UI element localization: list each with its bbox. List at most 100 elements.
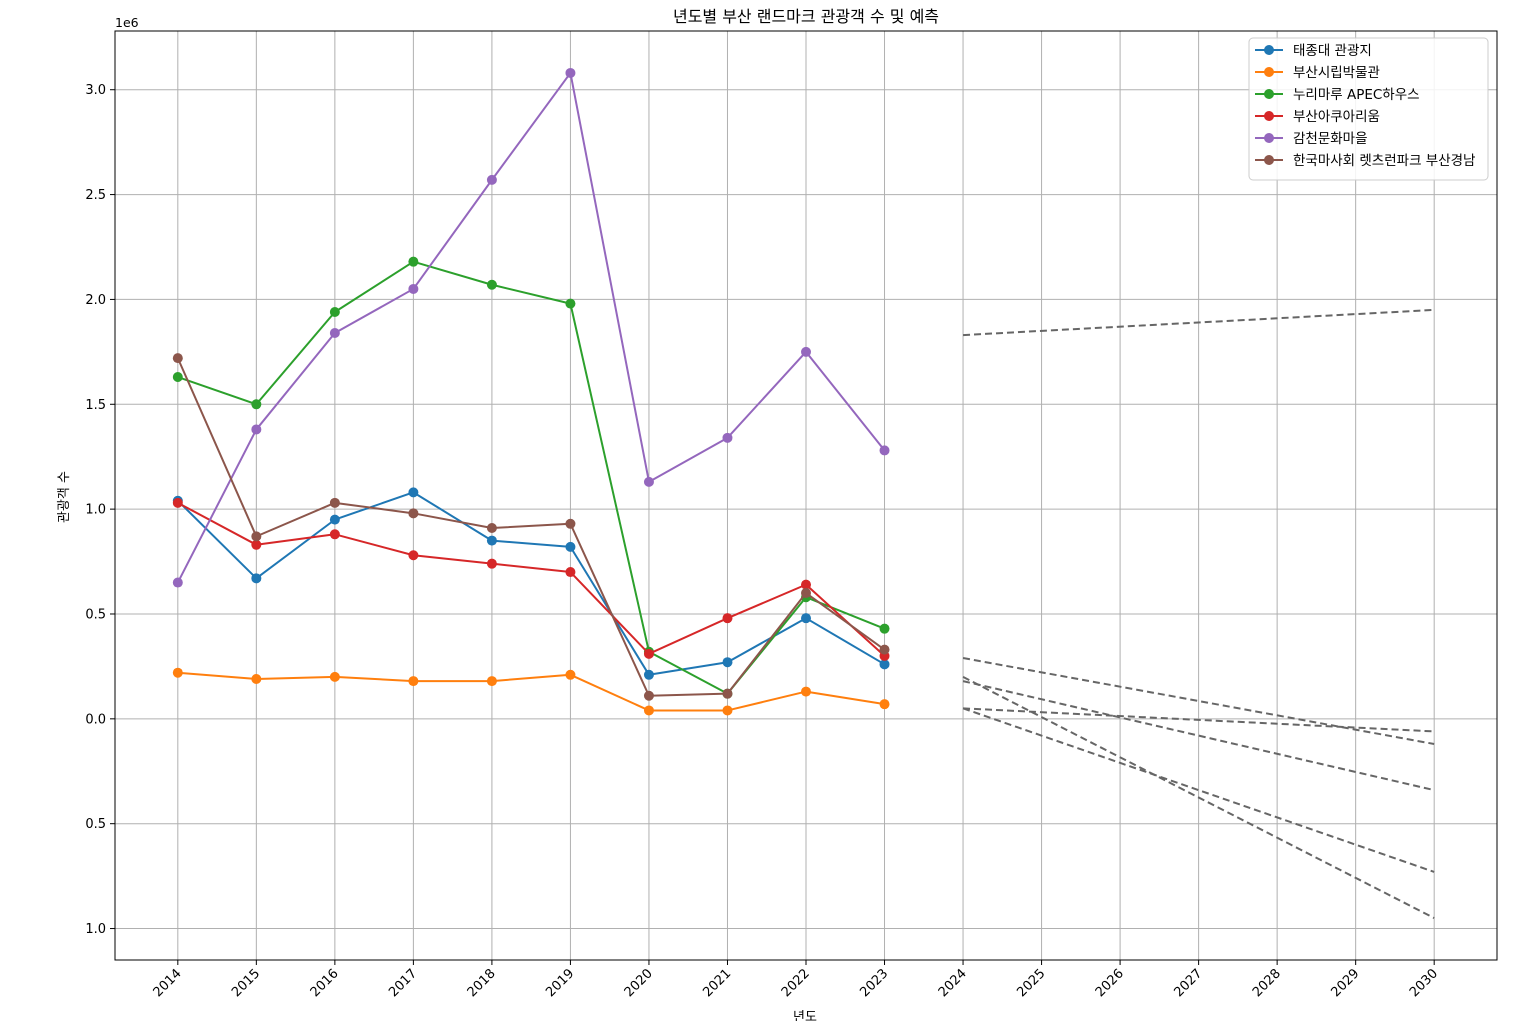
data-point	[801, 346, 811, 357]
legend-entry-label: 한국마사회 렛츠런파크 부산경남	[1293, 153, 1475, 169]
data-point	[643, 476, 654, 487]
data-point	[251, 573, 262, 584]
y-axis: 1.0 0.5 0.0 0.5 1.0 1.5 2.0 2.5 3.0	[85, 83, 115, 937]
legend-entry-label: 부산아쿠아리움	[1293, 109, 1380, 125]
data-point	[801, 686, 811, 697]
data-point	[329, 307, 340, 318]
data-point	[565, 567, 576, 578]
data-point	[486, 174, 497, 185]
data-point	[722, 688, 733, 699]
data-point	[251, 539, 262, 550]
data-point	[251, 673, 262, 684]
data-point	[172, 577, 183, 588]
data-point	[408, 676, 419, 687]
data-point	[329, 671, 340, 682]
y-tick-label: 1.0	[85, 922, 106, 937]
legend-swatch-marker	[1264, 111, 1274, 121]
y-tick-label: 2.5	[85, 188, 106, 203]
data-point	[486, 558, 497, 569]
x-tick-label: 2023	[857, 966, 891, 1000]
forecast-line	[962, 308, 1435, 337]
x-axis: 2014 2015 2016 2017 2018 2019 2020 2021 2022 2023…	[151, 960, 1441, 1000]
x-tick-label: 2015	[229, 966, 263, 1000]
x-tick-label: 2024	[936, 966, 970, 1000]
legend-swatch-marker	[1264, 45, 1274, 55]
data-point	[251, 424, 262, 435]
forecast-lines	[962, 308, 1435, 919]
legend-entry-label: 태종대 관광지	[1293, 43, 1372, 59]
x-tick-label: 2017	[386, 966, 420, 1000]
forecast-line	[962, 707, 1435, 873]
y-axis-label: 관광객 수	[57, 471, 72, 523]
data-point	[801, 613, 811, 624]
y-tick-label: 0.0	[85, 712, 106, 727]
data-point	[565, 541, 576, 552]
data-point	[643, 690, 654, 701]
series-line	[177, 491, 886, 676]
series-line	[177, 501, 886, 657]
series-line	[176, 357, 886, 697]
legend-swatch-marker	[1264, 155, 1274, 165]
grid	[115, 31, 1497, 960]
data-point	[643, 648, 654, 659]
data-point	[879, 644, 890, 655]
forecast-line	[962, 657, 1435, 745]
data-point	[565, 298, 576, 309]
y-tick-label: 0.5	[85, 607, 106, 622]
data-point	[408, 508, 419, 519]
x-tick-label: 2027	[1171, 966, 1205, 1000]
data-point	[408, 550, 419, 561]
data-point	[722, 657, 733, 668]
data-point	[879, 659, 890, 670]
series-lines	[172, 67, 890, 716]
data-point	[486, 523, 497, 534]
x-tick-label: 2030	[1407, 966, 1441, 1000]
legend-box	[1248, 37, 1489, 181]
data-point	[565, 669, 576, 680]
series-group	[172, 67, 890, 588]
data-point	[801, 579, 811, 590]
data-point	[329, 327, 340, 338]
y-tick-label: 1.5	[85, 398, 106, 413]
data-point	[329, 514, 340, 525]
data-point	[879, 699, 890, 710]
x-tick-label: 2022	[779, 966, 813, 1000]
data-point	[565, 67, 576, 78]
forecast-line	[962, 676, 1435, 919]
data-point	[172, 353, 183, 364]
data-point	[643, 669, 654, 680]
x-tick-label: 2014	[151, 966, 185, 1000]
forecast-line	[962, 680, 1435, 792]
y-tick-label: 1.0	[85, 503, 106, 518]
series-line	[177, 671, 885, 712]
data-point	[172, 497, 183, 508]
legend-swatch-marker	[1264, 67, 1274, 77]
data-point	[329, 497, 340, 508]
series-group	[172, 487, 890, 680]
forecast-line	[962, 707, 1435, 733]
x-tick-label: 2020	[622, 966, 656, 1000]
series-group	[172, 667, 890, 716]
x-tick-label: 2021	[700, 966, 734, 1000]
y-tick-label: 2.0	[85, 293, 106, 308]
data-point	[408, 256, 419, 267]
data-point	[486, 535, 497, 546]
data-point	[722, 613, 733, 624]
data-point	[879, 623, 890, 634]
y-offset-label: 1e6	[115, 15, 139, 30]
data-point	[565, 518, 576, 529]
x-tick-label: 2029	[1328, 966, 1362, 1000]
data-point	[486, 279, 497, 290]
data-point	[251, 531, 262, 542]
data-point	[801, 588, 811, 599]
y-tick-label: 0.5	[85, 817, 106, 832]
data-point	[879, 445, 890, 456]
data-point	[643, 705, 654, 716]
data-point	[722, 705, 733, 716]
legend-entry-label: 감천문화마을	[1293, 131, 1368, 147]
legend-swatch-marker	[1264, 133, 1274, 143]
x-tick-label: 2028	[1250, 966, 1284, 1000]
series-line	[176, 71, 886, 583]
